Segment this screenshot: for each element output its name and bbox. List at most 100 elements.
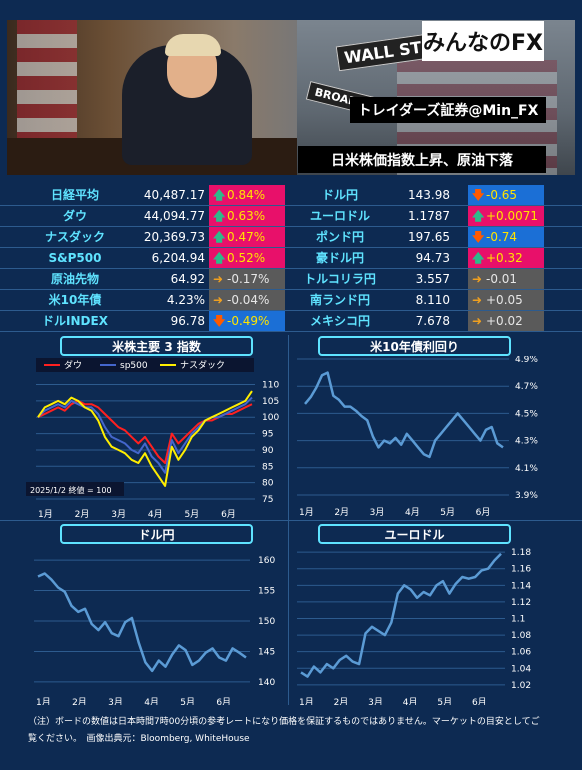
left-instrument-value: 44,094.77 (143, 209, 205, 223)
x-tick-label: 6月 (472, 697, 487, 705)
chart-title-eurusd: ユーロドル (318, 524, 511, 544)
x-tick-label: 5月 (440, 507, 455, 518)
left-instrument-name: 日経平均 (50, 188, 99, 202)
up-arrow-icon: 🡅 (472, 251, 485, 265)
x-tick-label: 1月 (36, 697, 51, 705)
y-tick-label: 1.08 (511, 631, 531, 641)
y-tick-label: 155 (258, 587, 275, 597)
left-change-cell: 🡅 0.52% (209, 248, 285, 268)
y-tick-label: 150 (258, 617, 275, 627)
chart-title-us10y: 米10年債利回り (318, 336, 511, 356)
y-tick-label: 110 (262, 381, 279, 391)
y-tick-label: 1.06 (511, 648, 531, 658)
y-tick-label: 4.1% (515, 464, 538, 474)
flat-arrow-icon: ➜ (472, 314, 483, 328)
x-tick-label: 6月 (221, 509, 236, 520)
y-tick-label: 145 (258, 647, 275, 657)
y-tick-label: 75 (262, 495, 273, 505)
left-change-value: 0.47% (227, 230, 266, 244)
y-tick-label: 140 (258, 678, 275, 688)
up-arrow-icon: 🡅 (213, 209, 226, 223)
table-row: ナスダック 20,369.73 🡅 0.47% ポンド円 197.65 🡇 -0.74 (0, 227, 582, 248)
left-instrument-name: ナスダック (44, 230, 105, 244)
left-change-value: 0.63% (227, 209, 266, 223)
y-tick-label: 4.9% (515, 356, 538, 365)
y-tick-label: 160 (258, 556, 275, 566)
chart-eurusd: 1.02 1.04 1.06 1.08 1.1 1.12 1.14 1.16 1.18 1月 2月 3… (297, 548, 531, 705)
right-change-cell: ➜ -0.01 (468, 269, 544, 289)
y-tick-label: 85 (262, 462, 273, 472)
y-tick-label: 3.9% (515, 491, 538, 501)
x-tick-label: 6月 (216, 697, 231, 705)
x-tick-label: 2月 (75, 509, 90, 520)
y-tick-label: 1.12 (511, 598, 531, 608)
y-tick-label: 1.18 (511, 548, 531, 558)
right-instrument-value: 8.110 (415, 293, 450, 307)
left-change-value: 0.84% (227, 188, 266, 202)
left-instrument-name: ダウ (62, 209, 87, 223)
y-tick-label: 1.16 (511, 565, 531, 575)
y-tick-label: 80 (262, 479, 274, 489)
left-instrument-value: 20,369.73 (143, 230, 205, 244)
x-tick-label: 5月 (184, 509, 199, 520)
table-row: S&P500 6,204.94 🡅 0.52% 豪ドル円 94.73 🡅 +0.32 (0, 248, 582, 269)
right-instrument-name: ドル円 (321, 188, 358, 202)
right-change-value: -0.65 (486, 188, 518, 202)
left-change-value: -0.04% (227, 293, 270, 307)
right-change-value: +0.02 (486, 314, 523, 328)
y-tick-label: 1.1 (511, 615, 525, 625)
x-tick-label: 2月 (72, 697, 87, 705)
right-change-cell: 🡅 +0.32 (468, 248, 544, 268)
x-tick-label: 1月 (299, 697, 314, 705)
right-instrument-value: 94.73 (415, 251, 450, 265)
up-arrow-icon: 🡅 (213, 188, 226, 202)
right-instrument-value: 3.557 (415, 272, 450, 286)
series-line-1 (37, 396, 253, 474)
x-tick-label: 5月 (437, 697, 452, 705)
legend-label: ダウ (64, 359, 82, 371)
chart-usdjpy: 140 145 150 155 160 1月 2月 3月 4月 5月 6月 (34, 556, 275, 705)
x-tick-label: 5月 (180, 697, 195, 705)
right-instrument-name: メキシコ円 (309, 314, 370, 328)
legend-label: sp500 (120, 361, 148, 371)
left-instrument-value: 40,487.17 (143, 188, 205, 202)
logo-text: みんなのFX (423, 31, 543, 56)
right-instrument-value: 1.1787 (408, 209, 450, 223)
x-tick-label: 6月 (476, 507, 491, 518)
left-instrument-value: 6,204.94 (151, 251, 205, 265)
down-arrow-icon: 🡇 (213, 314, 226, 328)
annotation-box (26, 482, 124, 496)
right-change-cell: 🡇 -0.74 (468, 227, 544, 247)
right-change-cell: ➜ +0.05 (468, 290, 544, 310)
up-arrow-icon: 🡅 (472, 209, 485, 223)
left-change-value: 0.52% (227, 251, 266, 265)
left-instrument-name: 米10年債 (48, 293, 102, 307)
y-tick-label: 4.5% (515, 409, 538, 419)
x-tick-label: 2月 (334, 697, 349, 705)
x-tick-label: 4月 (403, 697, 418, 705)
right-change-cell: 🡇 -0.65 (468, 185, 544, 205)
left-change-value: -0.49% (227, 314, 270, 328)
x-tick-label: 1月 (38, 509, 53, 520)
left-instrument-name: ドルINDEX (42, 314, 108, 328)
flat-arrow-icon: ➜ (472, 272, 483, 286)
y-tick-label: 105 (262, 397, 279, 407)
x-tick-label: 1月 (299, 507, 314, 518)
person-hair (165, 34, 221, 56)
y-tick-label: 95 (262, 430, 273, 440)
y-tick-label: 1.04 (511, 664, 531, 674)
logo: みんなのFX (422, 21, 544, 61)
y-tick-label: 4.3% (515, 437, 538, 447)
down-arrow-icon: 🡇 (472, 188, 485, 202)
x-tick-label: 4月 (148, 509, 163, 520)
footer-note: （注）ボードの数値は日本時間7時00分頃の参考レートになり価格を保証するものでは… (28, 717, 540, 744)
right-change-cell: 🡅 +0.0071 (468, 206, 544, 226)
right-instrument-value: 197.65 (408, 230, 450, 244)
y-tick-label: 90 (262, 446, 274, 456)
x-tick-label: 2月 (334, 507, 349, 518)
x-tick-label: 3月 (108, 697, 123, 705)
chart-us10y: 3.9% 4.1% 4.3% 4.5% 4.7% 4.9% 1月 2月 3月 4月 5月 6月 (297, 356, 538, 518)
table-row: 原油先物 64.92 ➜ -0.17% トルコリラ円 3.557 ➜ -0.01 (0, 269, 582, 290)
series-line-0 (37, 572, 247, 673)
y-tick-label: 100 (262, 413, 279, 423)
